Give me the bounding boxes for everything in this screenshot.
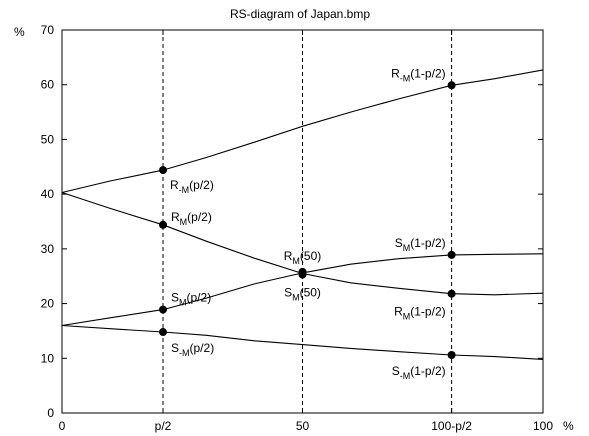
marker-label-5: SM(50) [284, 286, 321, 303]
y-tick-label-4: 40 [41, 187, 55, 201]
marker-label-2: SM(p/2) [171, 291, 211, 308]
y-tick-label-7: 70 [41, 23, 55, 37]
y-tick-label-5: 50 [41, 132, 55, 146]
marker-label-0: R-M(p/2) [170, 178, 214, 195]
x-tick-label-1: p/2 [155, 419, 172, 433]
marker-point-8 [447, 289, 456, 298]
marker-point-1 [159, 220, 168, 229]
marker-point-9 [447, 351, 456, 360]
annotations: R-M(p/2) RM(p/2) SM(p/2) S-M(p/2) RM(50) SM(5… [170, 66, 446, 381]
x-tick-label-0: 0 [59, 419, 66, 433]
marker-point-6 [447, 81, 456, 90]
ticks: 0 10 20 30 40 50 60 70 0 p/2 50 100-p/2 100 [41, 23, 554, 433]
marker-label-1: RM(p/2) [171, 210, 212, 227]
marker-label-4: RM(50) [284, 249, 322, 266]
marker-label-6: R-M(1-p/2) [391, 66, 446, 83]
x-axis-unit-label: % [563, 419, 574, 433]
marker-label-7: SM(1-p/2) [395, 236, 446, 253]
x-tick-label-2: 50 [296, 419, 310, 433]
y-tick-label-6: 60 [41, 78, 55, 92]
marker-label-3: S-M(p/2) [171, 341, 214, 358]
series-line-0 [61, 69, 544, 194]
y-axis-unit-label: % [14, 25, 25, 39]
x-tick-label-4: 100 [533, 419, 553, 433]
marker-point-0 [159, 166, 168, 175]
series-line-3 [61, 324, 544, 360]
y-tick-label-3: 30 [41, 242, 55, 256]
marker-point-3 [159, 328, 168, 337]
marker-label-8: RM(1-p/2) [394, 305, 446, 322]
y-tick-label-1: 10 [41, 351, 55, 365]
markers [159, 81, 456, 360]
x-tick-label-3: 100-p/2 [431, 419, 472, 433]
marker-point-5 [298, 270, 307, 279]
marker-point-7 [447, 250, 456, 259]
y-tick-label-2: 20 [41, 297, 55, 311]
y-tick-label-0: 0 [47, 406, 54, 420]
chart-title: RS-diagram of Japan.bmp [230, 7, 370, 21]
marker-point-2 [159, 305, 168, 314]
marker-label-9: S-M(1-p/2) [392, 364, 446, 381]
